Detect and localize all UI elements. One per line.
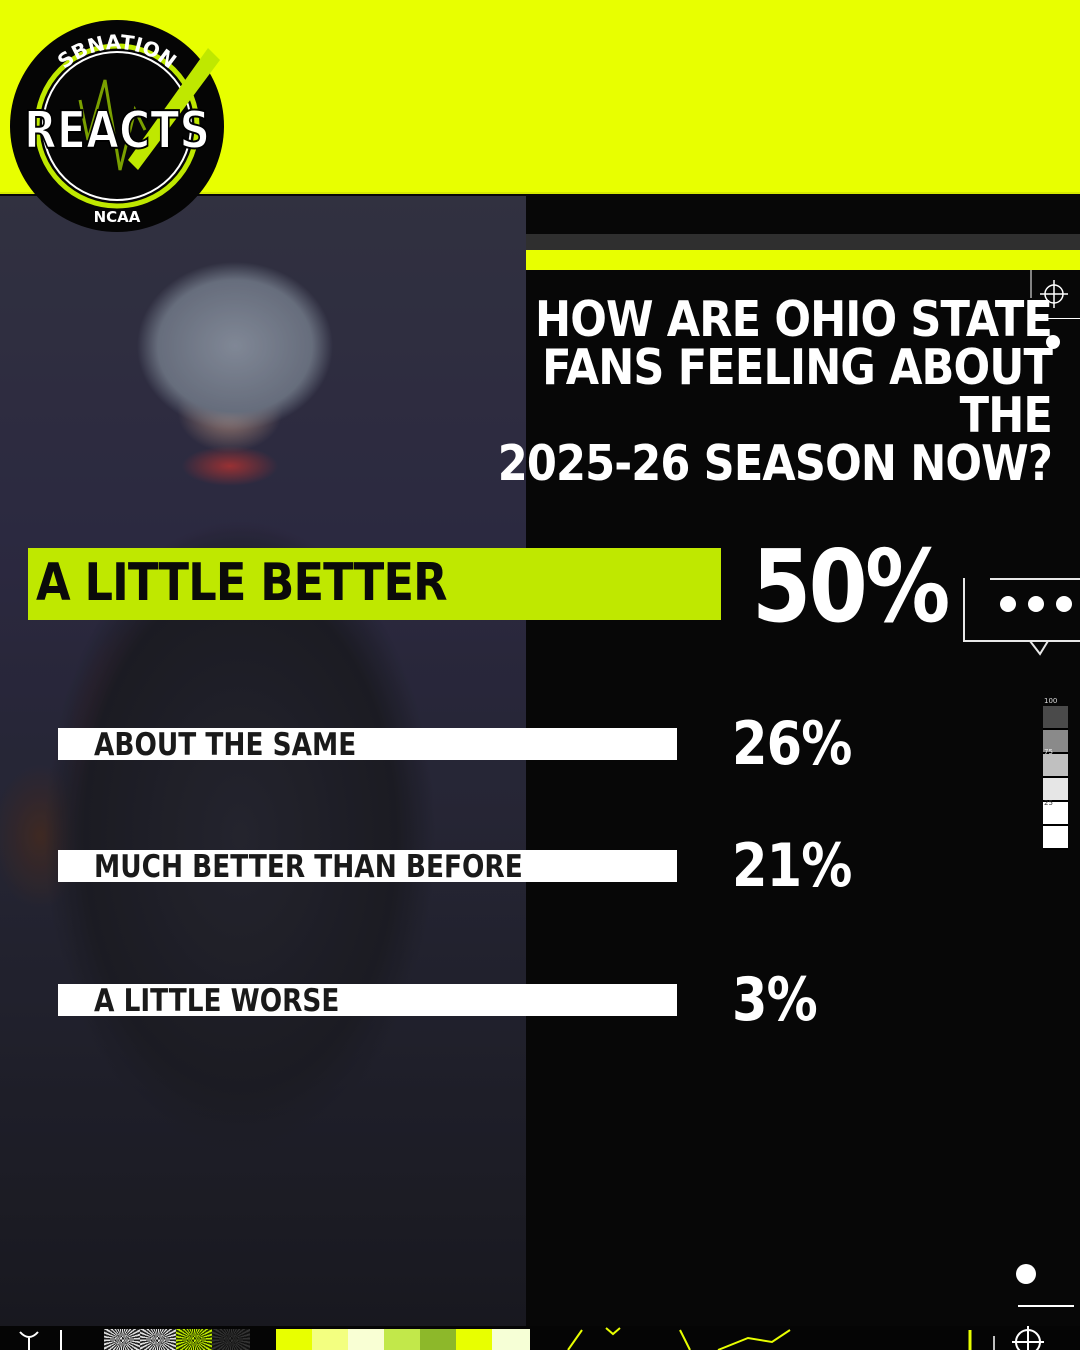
result-value: 21% — [732, 831, 852, 901]
color-swatch — [312, 1329, 348, 1350]
question-line-3: 2025-26 SEASON NOW? — [497, 435, 1053, 492]
result-bar — [58, 850, 677, 882]
starburst-swatch — [140, 1329, 176, 1350]
sbnation-reacts-logo: SBNATION REACTS NCAA — [10, 20, 224, 232]
deco-line — [1018, 1305, 1074, 1307]
footer-decorations — [19, 1326, 1044, 1350]
result-label: A LITTLE WORSE — [94, 983, 340, 1019]
question-line-1: HOW ARE OHIO STATE — [535, 291, 1053, 348]
svg-text:NCAA: NCAA — [94, 208, 141, 226]
starburst-swatch — [176, 1329, 212, 1350]
crosshair-icon — [1030, 270, 1068, 308]
question-line-2: FANS FEELING ABOUT THE — [542, 339, 1053, 444]
starburst-swatch — [104, 1329, 140, 1350]
starburst-swatch — [212, 1329, 250, 1350]
color-swatch — [384, 1329, 420, 1350]
color-swatch — [348, 1329, 384, 1350]
result-label-winner: A LITTLE BETTER — [36, 553, 448, 613]
result-bar — [58, 728, 677, 760]
speech-bubble-top — [990, 578, 1080, 580]
color-swatch — [420, 1329, 456, 1350]
result-label: ABOUT THE SAME — [94, 727, 357, 763]
scale-label-top: 100 — [1044, 697, 1058, 705]
result-bar — [58, 984, 677, 1016]
result-bar-winner — [28, 548, 721, 620]
color-swatch — [276, 1329, 312, 1350]
scale-label-low: 25 — [1044, 799, 1053, 807]
result-value: 3% — [732, 965, 818, 1035]
speech-bubble-tail-icon — [1029, 640, 1080, 656]
grayscale-scale — [1043, 706, 1068, 850]
scale-label-mid: 75 — [1044, 748, 1053, 756]
speech-bubble-outline — [963, 578, 1080, 642]
result-value-winner: 50% — [752, 528, 950, 645]
poll-question: HOW ARE OHIO STATE FANS FEELING ABOUT TH… — [489, 291, 1053, 492]
player-photo — [0, 196, 526, 1326]
ellipsis-dots — [1000, 596, 1072, 612]
target-dot-icon — [1046, 335, 1060, 349]
target-dot-icon — [1016, 1264, 1036, 1284]
color-swatch — [456, 1329, 492, 1350]
divider-gray — [526, 234, 1080, 250]
divider-accent — [526, 250, 1080, 270]
result-label: MUCH BETTER THAN BEFORE — [94, 849, 523, 885]
color-swatch — [492, 1329, 530, 1350]
svg-text:SBNATION: SBNATION — [53, 30, 181, 74]
result-value: 26% — [732, 709, 852, 779]
svg-text:REACTS: REACTS — [24, 101, 210, 161]
deco-line — [1048, 318, 1080, 319]
